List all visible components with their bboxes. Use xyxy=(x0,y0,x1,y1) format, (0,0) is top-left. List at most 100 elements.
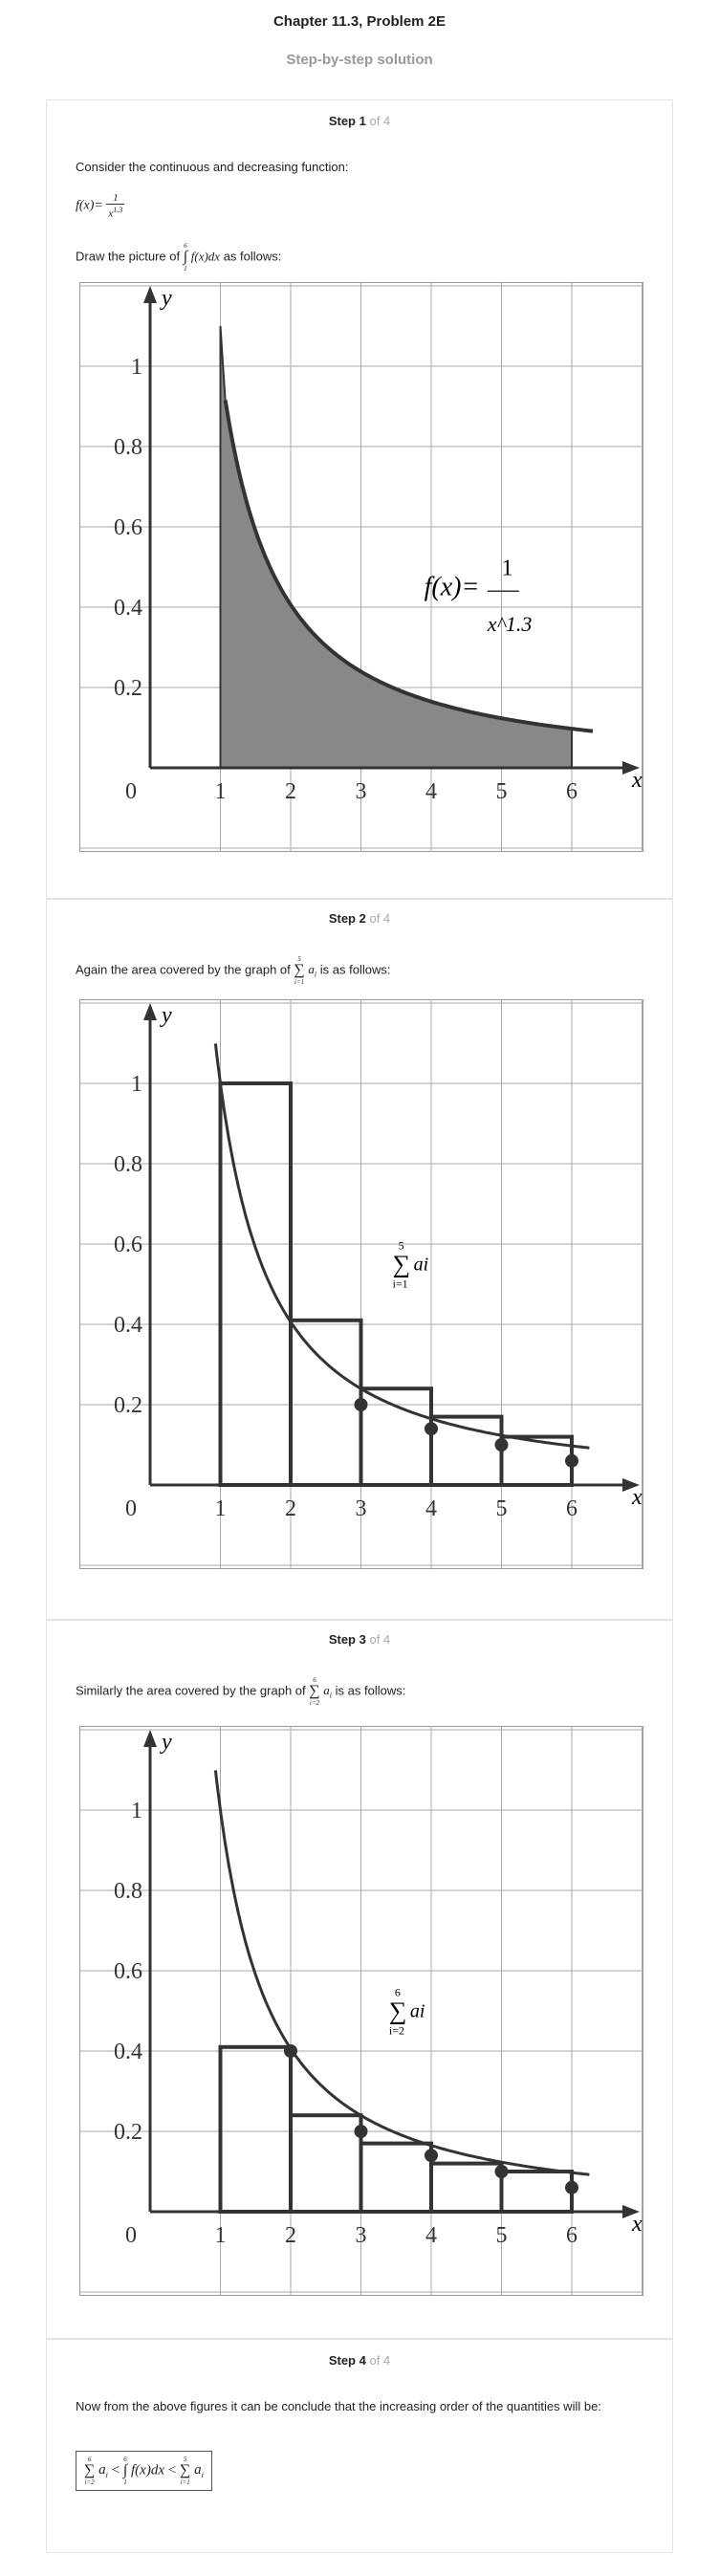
graph-1: x y 0 1 2 3 4 5 6 1 0.8 0.6 0.4 0.2 f(x)= 1 x^1.3 xyxy=(79,282,643,852)
curve-label-den: x^1.3 xyxy=(487,612,533,636)
y-tick-label: 0.8 xyxy=(114,435,142,460)
x-tick-label: 4 xyxy=(425,1496,437,1521)
x-axis-label: x xyxy=(631,768,643,793)
step-count: of 4 xyxy=(369,1632,391,1647)
y-tick-label: 0.6 xyxy=(114,1233,142,1257)
x-tick-label: 2 xyxy=(285,1496,296,1521)
function-curve xyxy=(213,1043,590,1450)
step-label: Step 1 xyxy=(328,114,366,128)
x-tick-label: 4 xyxy=(425,2223,437,2248)
step-count: of 4 xyxy=(369,2353,391,2368)
x-tick-label: 1 xyxy=(215,779,227,804)
page-title: Chapter 11.3, Problem 2E xyxy=(272,13,447,30)
y-tick-label: 1 xyxy=(131,355,142,380)
step-label: Step 4 xyxy=(328,2353,366,2368)
curve-point xyxy=(565,2180,578,2194)
y-tick-label: 0.8 xyxy=(114,1152,142,1177)
integral-body: f(x)dx xyxy=(190,249,221,264)
sum-symbol: 5 ∑ i=1 xyxy=(294,955,305,986)
x-tick-label: 6 xyxy=(566,779,577,804)
y-tick-label: 0.2 xyxy=(114,676,142,701)
x-tick-label: 1 xyxy=(215,2223,227,2248)
function-numerator: 1 xyxy=(106,192,125,205)
y-axis-arrow xyxy=(143,1003,157,1020)
y-tick-label: 0.8 xyxy=(114,1879,142,1904)
x-tick-label: 0 xyxy=(125,779,137,804)
step-4-header: Step 4 of 4 xyxy=(47,2353,672,2368)
curve-point xyxy=(284,2044,297,2058)
x-tick-label: 1 xyxy=(215,1496,227,1521)
sum-symbol: 6 ∑ i=2 xyxy=(309,1676,320,1707)
graph-2: x y 0 1 2 3 4 5 6 1 0.8 0.6 0.4 0.2 ∑ 5 i=1 ai xyxy=(79,999,643,1569)
x-tick-label: 4 xyxy=(425,779,437,804)
x-axis-arrow xyxy=(622,761,640,775)
curve-point xyxy=(494,2165,509,2178)
page-subtitle: Step-by-step solution xyxy=(286,52,433,68)
function-fraction: 1 x1.3 xyxy=(106,192,125,220)
x-tick-label: 5 xyxy=(496,779,508,804)
y-tick-label: 0.4 xyxy=(114,2040,142,2064)
curve-point xyxy=(354,2125,368,2138)
step-label: Step 3 xyxy=(328,1632,366,1647)
function-curve xyxy=(223,400,594,733)
step-count: of 4 xyxy=(369,911,391,926)
y-tick-label: 0.2 xyxy=(114,2120,142,2145)
x-tick-label: 5 xyxy=(496,1496,508,1521)
chart-integral-area: x y 0 1 2 3 4 5 6 1 0.8 0.6 0.4 0.2 f(x)= 1 x^1.3 xyxy=(79,282,643,852)
final-inequality: 6 ∑ i=2 ai < 6 ∫ 1 f(x)dx < 5 ∑ i=1 ai xyxy=(76,2451,212,2491)
x-tick-label: 2 xyxy=(285,2223,296,2248)
y-tick-label: 0.4 xyxy=(114,1313,142,1338)
x-tick-label: 6 xyxy=(566,1496,577,1521)
step-4-text: Now from the above figures it can be con… xyxy=(76,2399,601,2413)
step-1-text: Consider the continuous and decreasing f… xyxy=(76,160,349,174)
step-1-card: Step 1 of 4 Consider the continuous and … xyxy=(46,99,673,899)
x-tick-label: 5 xyxy=(496,2223,508,2248)
function-curve xyxy=(213,1770,590,2176)
sum-lower: i=2 xyxy=(389,2023,404,2037)
step-4-card: Step 4 of 4 Now from the above figures i… xyxy=(46,2339,673,2553)
graph-3: x y 0 1 2 3 4 5 6 1 0.8 0.6 0.4 0.2 ∑ 6 i=2 ai xyxy=(79,1726,643,2296)
step-1-draw-text: Draw the picture of 6 ∫ 1 f(x)dx as foll… xyxy=(76,242,282,273)
sum-upper: 5 xyxy=(399,1238,404,1252)
sum-term: ai xyxy=(323,1683,333,1701)
y-axis-arrow xyxy=(143,286,157,303)
y-axis-label: y xyxy=(160,1003,172,1028)
y-tick-label: 1 xyxy=(131,1799,142,1823)
function-denominator: x1.3 xyxy=(108,206,123,220)
step-2-card: Step 2 of 4 Again the area covered by th… xyxy=(46,899,673,1620)
x-tick-label: 0 xyxy=(125,1496,137,1521)
x-tick-label: 3 xyxy=(356,1496,367,1521)
curve-label: f(x)= xyxy=(425,572,480,601)
step-2-header: Step 2 of 4 xyxy=(47,911,672,926)
step-3-header: Step 3 of 4 xyxy=(47,1632,672,1647)
x-tick-label: 2 xyxy=(285,779,296,804)
step-3-card: Step 3 of 4 Similarly the area covered b… xyxy=(46,1620,673,2339)
sum-term: ai xyxy=(308,962,317,980)
y-tick-label: 0.6 xyxy=(114,515,142,540)
y-axis-label: y xyxy=(160,1730,172,1755)
curve-point xyxy=(425,2149,438,2163)
y-tick-label: 0.6 xyxy=(114,1959,142,1984)
y-tick-label: 0.4 xyxy=(114,596,142,621)
chart-left-sum: xy0 1 2 3 4 5 610.80.60.40.2∑5i=1ai xyxy=(79,999,643,1569)
curve-point xyxy=(425,1422,438,1436)
curve-point xyxy=(565,1453,578,1468)
step-3-text: Similarly the area covered by the graph … xyxy=(76,1676,406,1707)
y-axis-label: y xyxy=(160,286,172,311)
x-tick-label: 0 xyxy=(125,2223,137,2248)
function-formula: f(x)= 1 x1.3 xyxy=(76,192,125,220)
step-count: of 4 xyxy=(369,114,391,128)
x-axis-label: x xyxy=(631,1485,643,1510)
sum-term: ai xyxy=(410,2000,425,2021)
chart-right-sum: xy0 1 2 3 4 5 610.80.60.40.2∑6i=2ai xyxy=(79,1726,643,2296)
x-axis-arrow xyxy=(622,1478,640,1492)
step-1-header: Step 1 of 4 xyxy=(47,114,672,128)
sum-upper: 6 xyxy=(395,1985,401,1998)
sum-lower: i=1 xyxy=(393,1277,408,1290)
curve-label-num: 1 xyxy=(502,556,513,580)
sum-label: ∑ xyxy=(393,1250,411,1277)
step-2-text: Again the area covered by the graph of 5… xyxy=(76,955,391,986)
integral-symbol: 6 ∫ 1 xyxy=(183,242,188,273)
y-tick-label: 1 xyxy=(131,1072,142,1097)
x-axis-arrow xyxy=(622,2205,640,2218)
